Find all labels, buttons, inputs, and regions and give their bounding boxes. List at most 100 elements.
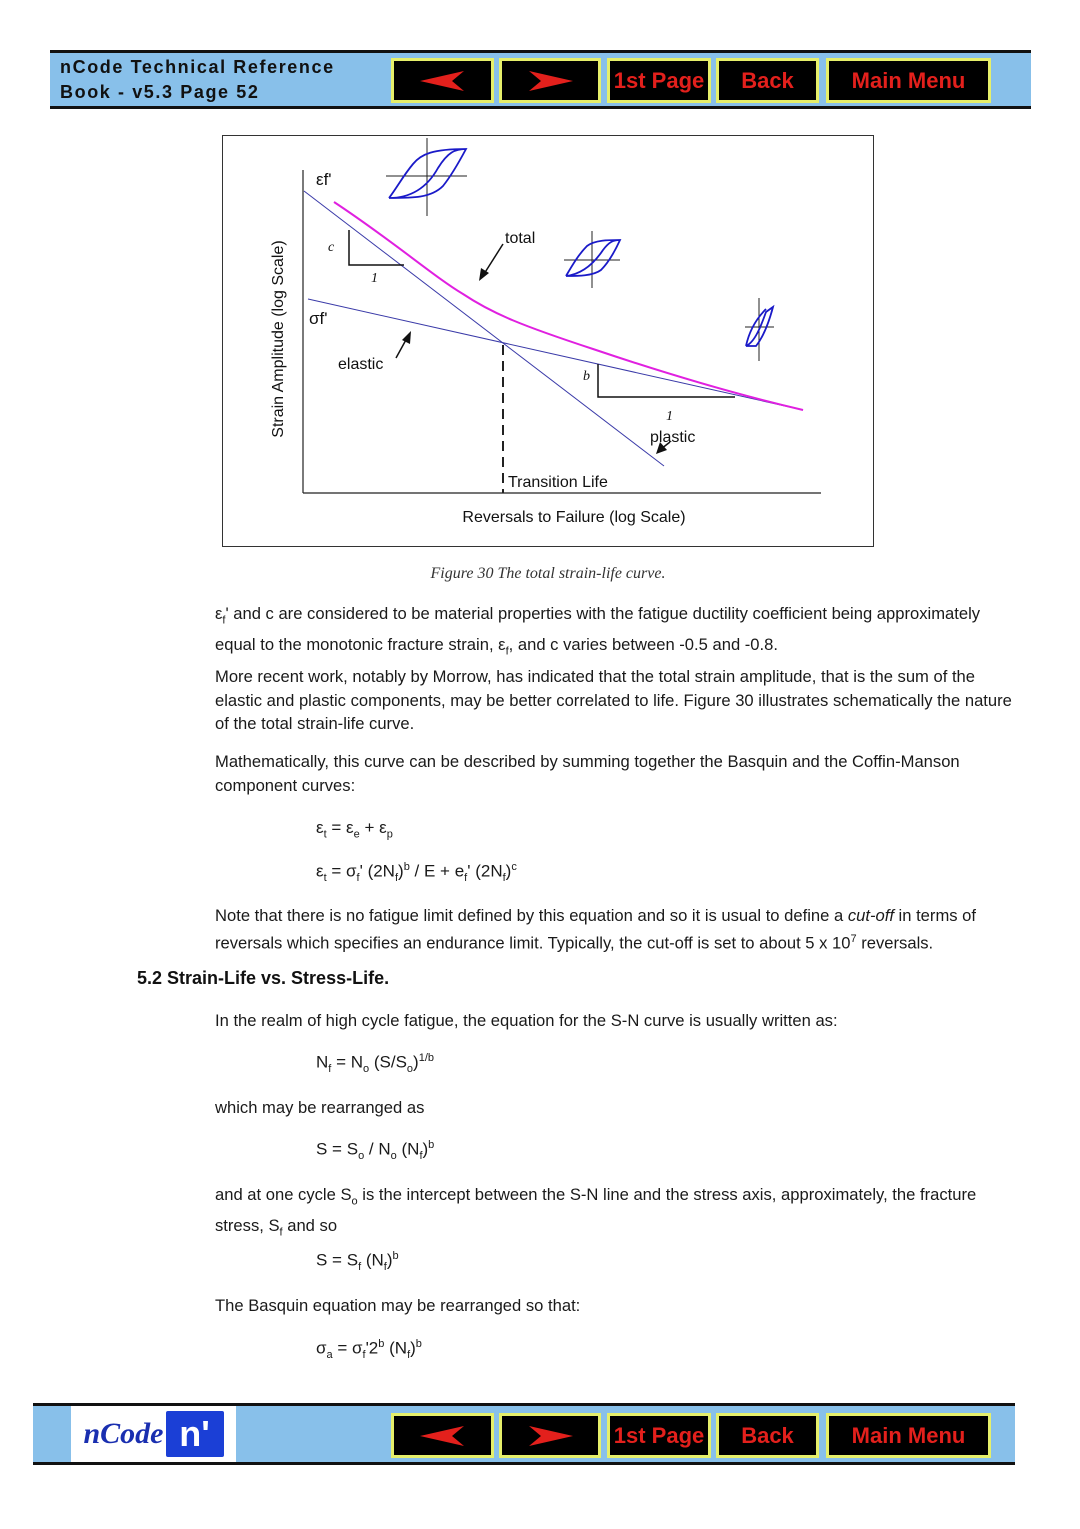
header-title-line1: nCode Technical Reference — [60, 57, 335, 77]
elastic-line — [307, 298, 804, 411]
text-run: S = S — [316, 1250, 359, 1270]
text-run: / N — [364, 1139, 391, 1159]
paragraph: εf' and c are considered to be material … — [215, 602, 1015, 664]
arrow-right-icon — [529, 70, 573, 91]
back-button[interactable]: Back — [716, 58, 819, 103]
text-run: ) — [410, 1338, 416, 1358]
text-run: Mathematically, this curve can be descri… — [215, 752, 960, 795]
text-run: ε — [316, 861, 324, 881]
text-run: = N — [331, 1052, 363, 1072]
slope-b-run-label: 1 — [666, 409, 673, 424]
subscript: f — [279, 1226, 283, 1239]
first-page-button[interactable]: 1st Page — [607, 1413, 711, 1458]
logo-text: nCode — [83, 1417, 164, 1450]
header-title-line2: Book - v5.3 Page 52 — [60, 82, 260, 102]
text-run: ) — [422, 1139, 429, 1159]
total-arrow — [479, 243, 504, 281]
main-menu-button[interactable]: Main Menu — [826, 58, 991, 103]
prev-page-button[interactable] — [391, 58, 494, 103]
paragraph: and at one cycle So is the intercept bet… — [215, 1183, 1015, 1245]
text-run: in terms of reversals which specifies an… — [215, 906, 977, 953]
equation: σa = σf'2b (Nf)b — [316, 1338, 422, 1361]
text-run: , and c varies between -0.5 and -0.8. — [508, 634, 778, 654]
superscript: c — [511, 861, 517, 873]
next-page-button[interactable] — [499, 58, 601, 103]
back-button[interactable]: Back — [716, 1413, 819, 1458]
subscript: f — [502, 872, 506, 885]
elastic-label: elastic — [338, 356, 383, 373]
text-run: / E + e — [409, 861, 465, 881]
superscript: b — [403, 861, 410, 873]
text-run: (S/S — [369, 1052, 407, 1072]
text-run: ε — [215, 604, 223, 623]
eps-f-label: εf' — [316, 170, 332, 189]
ncode-logo: nCode n' — [71, 1406, 236, 1462]
text-run: More recent work, notably by Morrow, has… — [215, 667, 1012, 733]
subscript: o — [351, 1195, 358, 1208]
text-run: Note that there is no fatigue limit defi… — [215, 906, 848, 925]
slope-b-triangle — [597, 364, 735, 398]
text-run: ) — [505, 861, 512, 881]
text-run: N — [316, 1052, 329, 1072]
superscript: b — [428, 1139, 435, 1151]
subscript: f — [505, 645, 509, 658]
hysteresis-loop-medium — [564, 231, 622, 288]
text-run: ) — [413, 1052, 419, 1072]
plastic-line — [303, 190, 665, 467]
text-run: = ε — [326, 818, 354, 837]
subscript: t — [323, 828, 327, 841]
equation: Nf = No (S/So)1/b — [316, 1052, 434, 1075]
equation: εt = σf' (2Nf)b / E + ef' (2Nf)c — [316, 861, 517, 884]
text-run: ε — [316, 818, 324, 837]
section-heading: 5.2 Strain-Life vs. Stress-Life. — [137, 968, 390, 988]
subscript: o — [406, 1063, 414, 1076]
text-run: '2 — [365, 1338, 379, 1358]
subscript: o — [390, 1150, 397, 1163]
plastic-label: plastic — [650, 429, 695, 446]
text-run: ' (2N — [359, 861, 395, 881]
slope-c-triangle — [348, 230, 404, 266]
figure-caption: Figure 30 The total strain-life curve. — [430, 565, 666, 582]
text-run: ) — [386, 1250, 393, 1270]
subscript: f — [464, 872, 468, 885]
text-run: ' and c are considered to be material pr… — [215, 604, 981, 654]
footer-bar: nCode n' 1st Page Back Main Menu — [33, 1403, 1015, 1465]
plastic-arrow — [656, 441, 671, 454]
x-axis-label: Reversals to Failure (log Scale) — [462, 509, 685, 526]
paragraph: More recent work, notably by Morrow, has… — [215, 665, 1015, 736]
first-page-button[interactable]: 1st Page — [607, 58, 711, 103]
text-run: = σ — [332, 1338, 363, 1358]
subscript: f — [358, 1261, 362, 1274]
subscript: f — [222, 614, 226, 627]
text-run: reversals. — [856, 933, 934, 953]
text-run: is the intercept between the S-N line an… — [215, 1185, 977, 1235]
subscript: p — [386, 828, 393, 841]
slope-c-run-label: 1 — [371, 271, 378, 286]
slope-c-label: c — [328, 240, 335, 255]
superscript: b — [378, 1338, 385, 1350]
text-run: (N — [361, 1250, 384, 1270]
sigma-f-label: σf' — [309, 309, 327, 328]
y-axis-label: Strain Amplitude (log Scale) — [270, 240, 287, 437]
superscript: b — [392, 1250, 399, 1262]
superscript: 7 — [850, 932, 857, 945]
equation: S = So / No (Nf)b — [316, 1139, 434, 1162]
next-page-button[interactable] — [499, 1413, 601, 1458]
subscript: o — [358, 1150, 365, 1163]
subscript: f — [407, 1349, 411, 1362]
subscript: f — [328, 1063, 332, 1076]
superscript: 1/b — [418, 1052, 435, 1064]
strain-life-figure: εf' σf' total elastic plastic Transition… — [222, 135, 874, 547]
text-run: cut-off — [847, 906, 894, 925]
slope-b-label: b — [583, 369, 590, 384]
equation: S = Sf (Nf)b — [316, 1250, 399, 1273]
prev-page-button[interactable] — [391, 1413, 494, 1458]
text-run: and so — [282, 1215, 338, 1235]
text-run: In the realm of high cycle fatigue, the … — [215, 1011, 838, 1030]
subscript: f — [356, 872, 360, 885]
subscript: f — [394, 872, 399, 885]
logo-mark: n' — [165, 1411, 224, 1457]
main-menu-button[interactable]: Main Menu — [826, 1413, 991, 1458]
subscript: o — [363, 1063, 370, 1076]
